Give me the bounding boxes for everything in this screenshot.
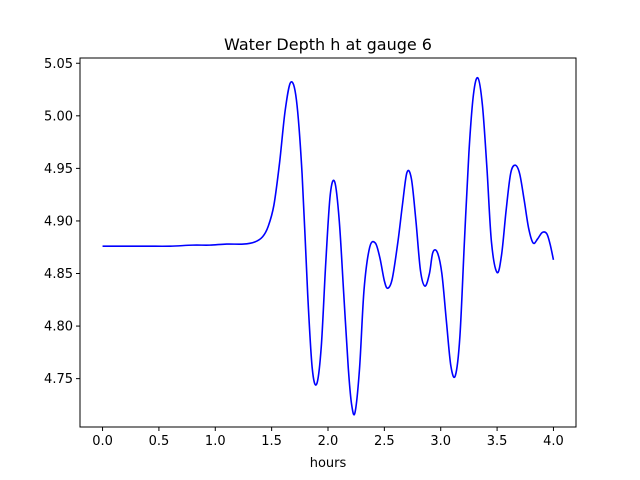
y-tick-label: 4.90 [44, 214, 73, 229]
x-tick-label: 1.5 [261, 434, 282, 449]
series-group [102, 76, 555, 416]
x-tick-label: 4.0 [543, 434, 564, 449]
y-tick-label: 4.85 [44, 267, 73, 282]
y-tick-label: 5.05 [44, 57, 73, 72]
x-tick-label: 0.0 [92, 434, 113, 449]
y-tick-label: 4.80 [44, 320, 73, 335]
series-line [102, 76, 555, 416]
x-tick-label: 3.5 [487, 434, 508, 449]
y-axis: 4.75 4.80 4.85 4.90 4.95 5.00 5.05 [44, 57, 80, 387]
y-tick-label: 5.00 [44, 109, 73, 124]
x-tick-label: 0.5 [149, 434, 170, 449]
plot-area [79, 57, 577, 428]
y-tick-label: 4.75 [44, 372, 73, 387]
y-tick-label: 4.95 [44, 162, 73, 177]
plot-frame [79, 57, 577, 428]
x-tick-label: 1.0 [205, 434, 226, 449]
x-tick-label: 2.0 [318, 434, 339, 449]
x-axis: 0.0 0.5 1.0 1.5 2.0 2.5 3.0 3.5 4.0 [92, 427, 564, 449]
x-tick-label: 2.5 [374, 434, 395, 449]
chart-title: Water Depth h at gauge 6 [224, 35, 432, 54]
x-axis-label: hours [310, 456, 347, 471]
x-tick-label: 3.0 [430, 434, 451, 449]
